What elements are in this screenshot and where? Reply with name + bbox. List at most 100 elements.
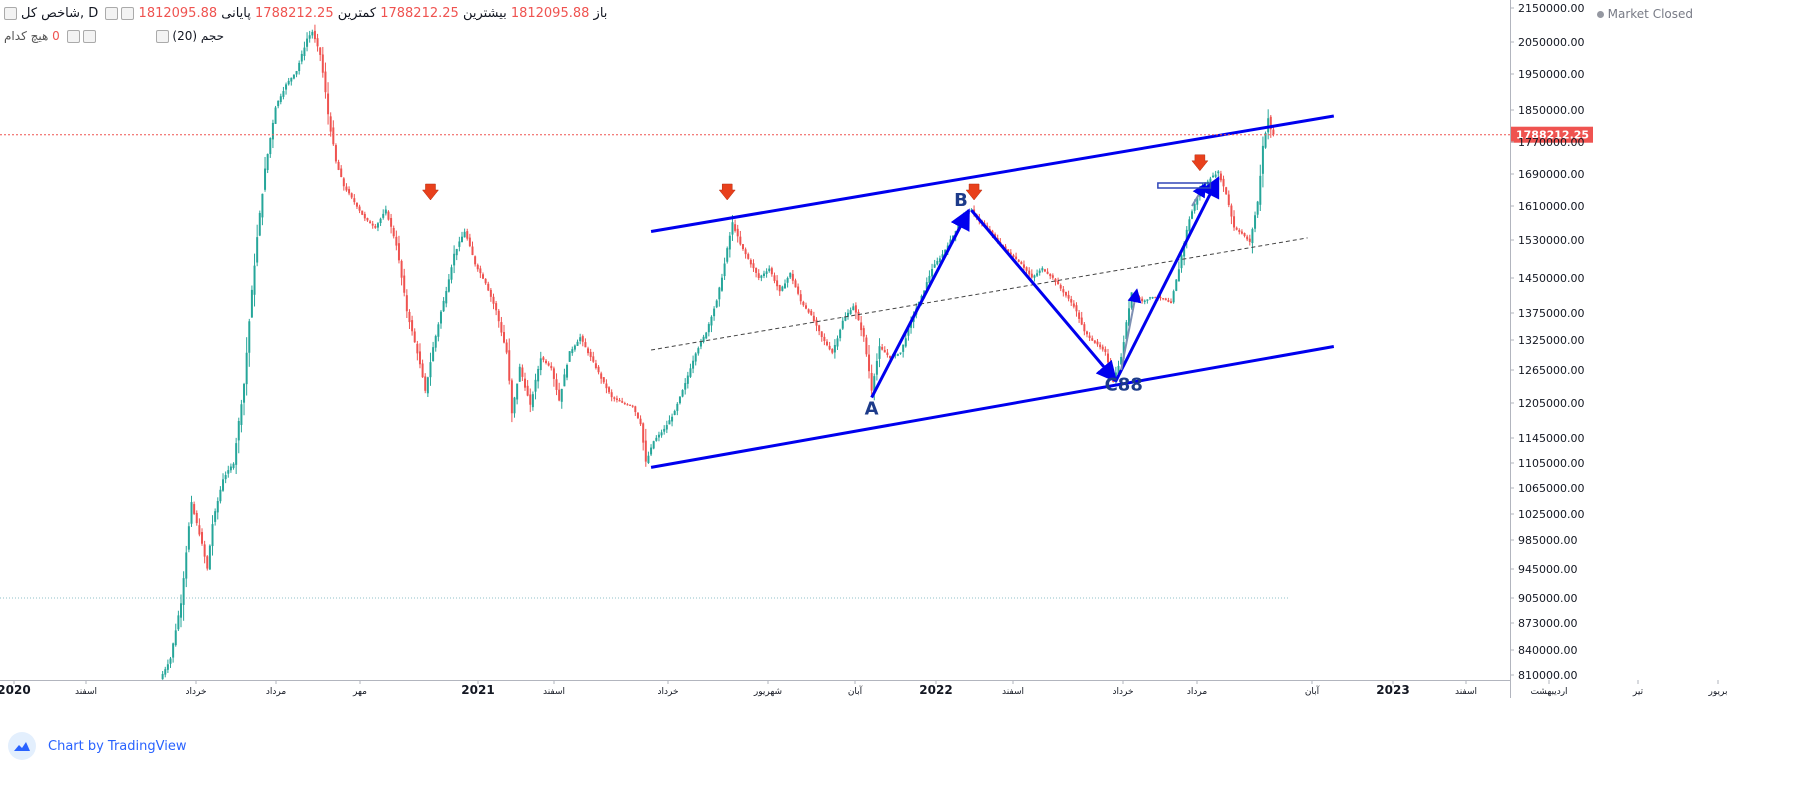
candle-body <box>539 358 542 371</box>
candle <box>713 306 716 321</box>
candle-body <box>991 230 994 235</box>
candle <box>203 540 206 564</box>
candle <box>529 388 532 413</box>
candle <box>1238 228 1241 235</box>
candle-body <box>1012 255 1015 258</box>
candle-body <box>303 47 306 57</box>
candle <box>274 105 277 124</box>
candle <box>466 228 469 241</box>
candle <box>728 232 731 258</box>
collapse-icon[interactable] <box>4 7 17 20</box>
candle-body <box>579 337 582 342</box>
time-tick-label: 2021 <box>461 683 494 697</box>
candle-body <box>298 62 301 71</box>
candle <box>852 303 855 311</box>
candle-body <box>458 241 461 247</box>
candle-body <box>193 504 196 514</box>
candle-body <box>820 331 823 337</box>
candle <box>739 230 742 246</box>
close-icon[interactable] <box>66 30 80 43</box>
volume-value: 0 <box>52 29 60 43</box>
candle-body <box>904 338 907 347</box>
candle-body <box>250 289 253 318</box>
candle <box>589 348 592 361</box>
settings-icon[interactable] <box>155 30 169 43</box>
interval-label[interactable]: D <box>88 6 99 21</box>
candle-body <box>699 341 702 347</box>
candle <box>631 404 634 408</box>
last-price-tag[interactable] <box>1511 126 1593 143</box>
candle <box>828 341 831 351</box>
tradingview-watermark[interactable]: Chart by TradingView <box>8 731 186 761</box>
symbol-name[interactable]: شاخص کل <box>21 6 80 21</box>
candle-body <box>489 289 492 297</box>
candle-body <box>592 356 595 362</box>
candle-body <box>1091 338 1094 341</box>
candle-body <box>266 154 269 171</box>
candle <box>1091 335 1094 342</box>
volume-ma-label: هیچ کدام <box>4 29 49 43</box>
candle <box>311 29 314 39</box>
candle <box>883 346 886 353</box>
volume-label[interactable]: حجم (20) <box>172 29 225 43</box>
candle <box>734 219 737 233</box>
candle-body <box>573 345 576 350</box>
market-status: Market Closed <box>1596 7 1693 21</box>
candle-body <box>408 311 411 323</box>
candle <box>539 351 542 376</box>
candle-body <box>938 258 941 263</box>
candle <box>513 396 516 418</box>
candle-body <box>363 213 366 219</box>
drawings-layer: A B C88 <box>650 114 1335 469</box>
candle <box>587 346 590 356</box>
candle-body <box>1167 300 1170 302</box>
price-tick-label: 2050000.00 <box>1518 36 1584 49</box>
candle <box>429 352 432 386</box>
candle <box>182 571 185 621</box>
candle-body <box>705 332 708 339</box>
candle <box>1235 226 1238 231</box>
candle-body <box>426 377 429 394</box>
candle <box>786 276 789 288</box>
candle <box>201 528 204 546</box>
candle-body <box>668 420 671 425</box>
candle-body <box>264 168 267 190</box>
down-arrow-icon <box>1191 154 1209 172</box>
candle <box>1099 342 1102 350</box>
candle-body <box>395 236 398 246</box>
candle <box>500 316 503 337</box>
candle-body <box>271 122 274 140</box>
candle-body <box>1254 215 1257 229</box>
settings-icon[interactable] <box>105 7 119 20</box>
candle-body <box>1085 331 1088 335</box>
candle-body <box>594 363 597 369</box>
candle <box>340 165 343 178</box>
candle <box>279 93 282 105</box>
candle <box>232 462 235 470</box>
candle-body <box>1101 346 1104 350</box>
price-tick-label: 1105000.00 <box>1518 457 1584 470</box>
last-price-tag-text: 1788212.25 <box>1516 129 1589 142</box>
candle-body <box>1238 230 1241 232</box>
candle-body <box>831 349 834 353</box>
candle <box>1085 330 1088 338</box>
candle <box>1130 292 1133 310</box>
candle-body <box>198 525 201 535</box>
eye-icon[interactable] <box>121 7 135 20</box>
candle-body <box>355 202 358 207</box>
candle-body <box>285 84 288 90</box>
candle-body <box>253 265 256 295</box>
candle-body <box>1164 298 1167 301</box>
candle <box>1251 227 1254 254</box>
candle <box>936 257 939 266</box>
candle <box>495 300 498 316</box>
candle <box>862 325 865 342</box>
candle-body <box>878 346 881 359</box>
candle <box>747 252 750 260</box>
eye-icon[interactable] <box>82 30 96 43</box>
time-axis[interactable]: 2020 اسفند خرداد مرداد مهر 2021 اسفند خرداد شهری… <box>0 680 1727 697</box>
price-axis[interactable]: 2150000.00 2050000.00 1950000.00 1850000.00… <box>1510 0 1584 698</box>
candle <box>673 409 676 416</box>
candle-body <box>269 138 272 155</box>
